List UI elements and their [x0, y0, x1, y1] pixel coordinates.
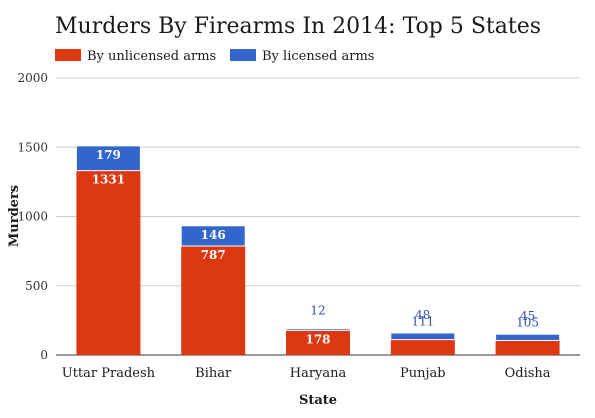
bar-unlicensed: [390, 339, 455, 355]
bar-licensed: [180, 225, 246, 247]
bar-licensed: [75, 145, 141, 172]
data-label: 1331: [92, 173, 125, 187]
data-label: 178: [305, 332, 330, 346]
bar-licensed: [495, 333, 561, 341]
x-tick-label: Punjab: [400, 366, 446, 381]
bar-licensed: [285, 328, 351, 331]
legend-swatch-1: [230, 49, 256, 61]
x-tick-label: Odisha: [505, 366, 551, 381]
chart-title: Murders By Firearms In 2014: Top 5 State…: [55, 14, 541, 39]
legend-swatch-0: [55, 49, 81, 61]
legend: By unlicensed arms By licensed arms: [55, 49, 374, 64]
bar-unlicensed: [495, 340, 560, 355]
data-label: 12: [310, 304, 325, 318]
legend-label-1: By licensed arms: [262, 49, 374, 64]
data-label: 105: [516, 315, 539, 329]
x-axis-labels: Uttar Pradesh Bihar Haryana Punjab Odisha: [62, 366, 551, 381]
x-tick-label: Haryana: [290, 366, 347, 381]
legend-label-0: By unlicensed arms: [87, 49, 216, 64]
bar-unlicensed: [286, 330, 350, 355]
bar-unlicensed: [181, 246, 246, 355]
bar-licensed: [390, 332, 456, 341]
data-label: 146: [201, 228, 226, 242]
y-tick-label: 1000: [17, 210, 48, 224]
y-tick-label: 500: [25, 279, 48, 293]
x-tick-label: Uttar Pradesh: [62, 366, 156, 381]
y-axis-title: Murders: [7, 185, 22, 247]
data-label: 45: [520, 309, 535, 323]
y-tick-label: 1500: [17, 140, 48, 154]
x-axis-title: State: [299, 393, 337, 408]
data-label: 48: [415, 308, 430, 322]
y-axis-ticks: 0 500 1000 1500 2000: [17, 71, 48, 362]
data-label: 179: [96, 148, 121, 162]
data-label: 111: [411, 315, 434, 329]
gridlines: [56, 77, 580, 356]
data-label: 787: [201, 248, 226, 262]
y-tick-label: 2000: [17, 71, 48, 85]
x-tick-label: Bihar: [195, 366, 232, 381]
bar-unlicensed: [76, 170, 141, 355]
y-tick-label: 0: [40, 348, 48, 362]
